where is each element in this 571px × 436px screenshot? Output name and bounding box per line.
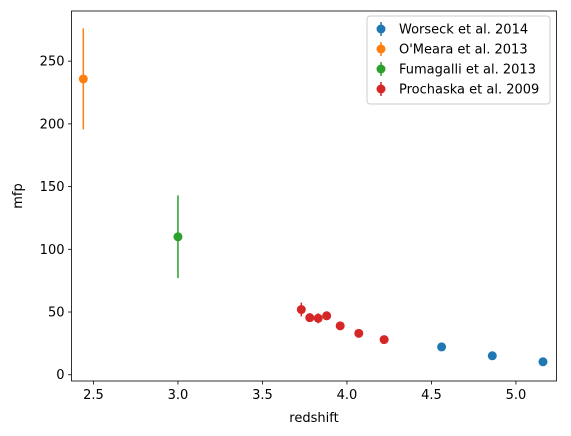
legend-item: O'Meara et al. 2013 [376,42,528,58]
legend-marker [376,24,386,34]
data-point [78,74,88,84]
data-point [173,232,183,242]
x-tick-label: 3.5 [252,388,273,403]
series-0 [437,342,548,367]
data-point [322,311,332,321]
x-tick-label: 4.0 [337,388,358,403]
series-2 [173,195,183,279]
axes: 2.5 3.0 3.5 4.0 4.5 5.0 0 50 100 150 200 250 [40,55,527,403]
plot-frame [71,10,557,382]
y-tick-label: 100 [40,243,65,258]
legend: Worseck et al. 2014 O'Meara et al. 2013 Fu… [366,15,551,105]
legend-item: Fumagalli et al. 2013 [376,62,536,78]
data-point [354,328,364,338]
y-tick-label: 0 [56,368,64,383]
legend-label: Fumagalli et al. 2013 [399,63,536,78]
x-tick-label: 4.5 [421,388,442,403]
y-tick-label: 50 [48,306,65,321]
x-tick-label: 5.0 [506,388,527,403]
legend-label: O'Meara et al. 2013 [399,43,528,58]
legend-item: Worseck et al. 2014 [376,22,528,38]
data-point [305,313,315,323]
data-point [487,351,497,361]
data-point [313,313,323,323]
x-tick-label: 2.5 [83,388,104,403]
data-point [538,357,548,367]
legend-label: Prochaska et al. 2009 [399,83,539,98]
data-point [437,342,447,352]
data-point [296,305,306,315]
legend-marker [376,84,386,94]
legend-marker [376,64,386,74]
x-tick-label: 3.0 [168,388,189,403]
legend-item: Prochaska et al. 2009 [376,82,539,98]
x-axis-label: redshift [289,411,338,426]
data-point [335,321,345,331]
legend-box [366,15,551,105]
legend-label: Worseck et al. 2014 [399,23,528,38]
series-3 [296,302,389,345]
y-tick-label: 200 [40,117,65,132]
y-axis-label: mfp [11,183,26,209]
y-tick-label: 250 [40,55,65,70]
legend-marker [376,44,386,54]
series-1 [78,28,88,130]
data-marks [78,28,548,367]
data-point [379,335,389,345]
y-tick-label: 150 [40,180,65,195]
